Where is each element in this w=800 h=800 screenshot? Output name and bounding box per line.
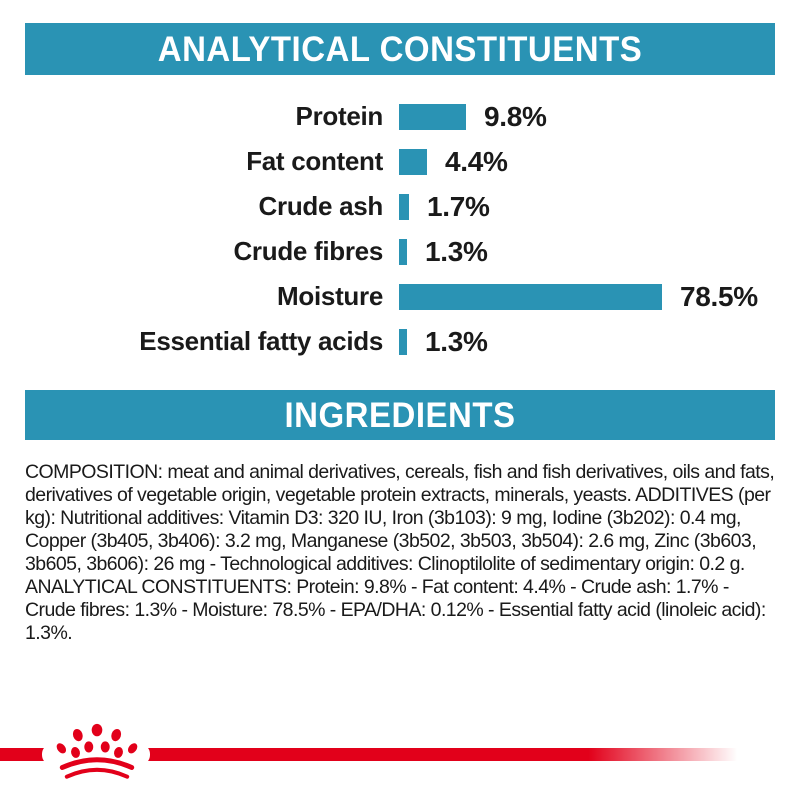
chart-value: 78.5% xyxy=(680,280,758,312)
chart-bar xyxy=(399,328,407,355)
composition-text: COMPOSITION: meat and animal derivatives… xyxy=(25,461,775,644)
chart-label: Essential fatty acids xyxy=(139,326,383,356)
chart-value: 1.3% xyxy=(425,325,488,357)
ingredients-header: INGREDIENTS xyxy=(25,390,775,440)
chart-bar xyxy=(399,103,466,130)
chart-row-fat-content: Fat content 4.4% xyxy=(0,139,800,184)
chart-bar xyxy=(399,283,662,310)
chart-row-moisture: Moisture 78.5% xyxy=(0,274,800,319)
analytical-constituents-chart: Protein 9.8% Fat content 4.4% Crude ash … xyxy=(0,94,800,364)
chart-label: Crude ash xyxy=(258,191,384,221)
royal-canin-crown-icon xyxy=(56,723,138,779)
chart-row-essential-fatty-acids: Essential fatty acids 1.3% xyxy=(0,319,800,364)
chart-bar xyxy=(399,193,409,220)
analytical-constituents-header: ANALYTICAL CONSTITUENTS xyxy=(25,23,775,75)
chart-value: 4.4% xyxy=(445,145,508,177)
analytical-constituents-title: ANALYTICAL CONSTITUENTS xyxy=(157,28,643,69)
chart-value: 1.7% xyxy=(427,190,490,222)
chart-row-protein: Protein 9.8% xyxy=(0,94,800,139)
chart-label: Crude fibres xyxy=(233,236,383,266)
ingredients-title: INGREDIENTS xyxy=(284,394,516,435)
logo-background xyxy=(42,744,150,765)
brand-red-stripe xyxy=(0,748,745,761)
chart-row-crude-fibres: Crude fibres 1.3% xyxy=(0,229,800,274)
chart-label: Fat content xyxy=(246,146,383,176)
chart-bar xyxy=(399,238,407,265)
chart-label: Protein xyxy=(295,101,384,131)
chart-value: 9.8% xyxy=(484,100,547,132)
chart-label: Moisture xyxy=(277,281,383,311)
chart-row-crude-ash: Crude ash 1.7% xyxy=(0,184,800,229)
chart-bar xyxy=(399,148,427,175)
chart-value: 1.3% xyxy=(425,235,488,267)
